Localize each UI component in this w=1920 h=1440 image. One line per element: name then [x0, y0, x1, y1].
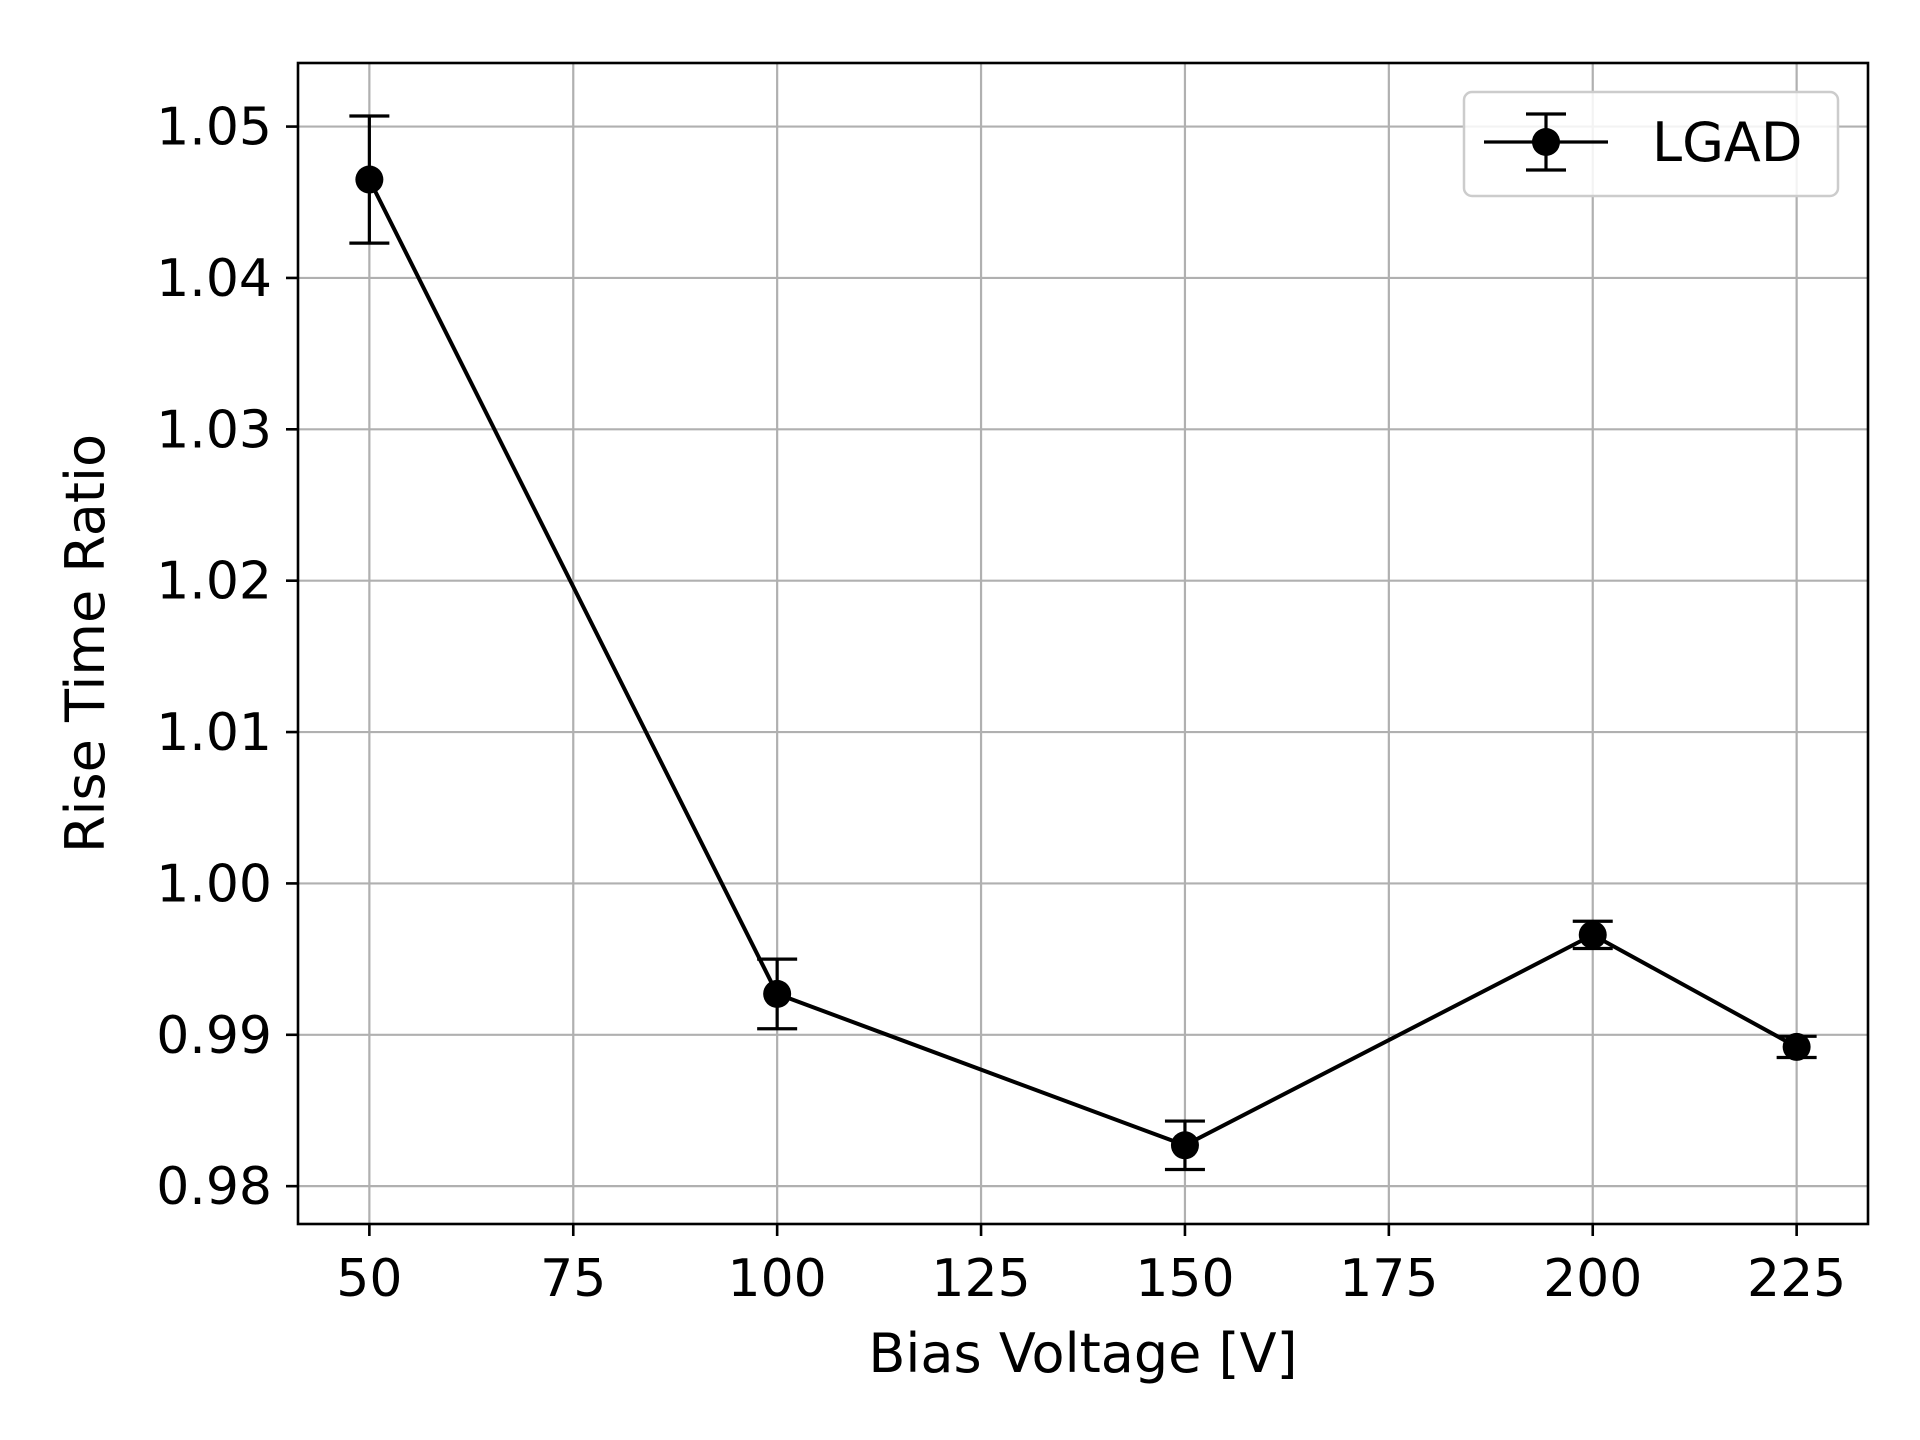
- series-layer: [349, 114, 1817, 1172]
- x-tick-label: 125: [931, 1249, 1030, 1309]
- legend: LGAD: [1462, 90, 1840, 198]
- y-tick-label: 1.00: [156, 854, 272, 914]
- data-point: [763, 979, 792, 1008]
- data-point: [1578, 920, 1607, 949]
- y-tick-label: 1.02: [156, 552, 272, 612]
- grid-lines: [298, 63, 1868, 1224]
- x-tick-label: 50: [336, 1249, 402, 1309]
- x-tick-label: 175: [1339, 1249, 1438, 1309]
- legend-label: LGAD: [1652, 111, 1802, 174]
- series-line: [367, 178, 1798, 1148]
- data-point: [1170, 1131, 1199, 1160]
- x-tick-label: 150: [1135, 1249, 1234, 1309]
- y-tick-label: 0.98: [156, 1157, 272, 1217]
- data-point: [1782, 1032, 1811, 1061]
- legend-marker: [1532, 128, 1560, 156]
- data-point: [355, 165, 384, 194]
- y-tick-label: 1.03: [156, 400, 272, 460]
- axis-ticks: 50 75 100 125 150 175 200 225 0.98 0.99 1.00 1.01 1.…: [156, 98, 1846, 1309]
- x-tick-label: 100: [728, 1249, 827, 1309]
- y-tick-label: 1.04: [156, 249, 272, 309]
- x-tick-label: 75: [540, 1249, 606, 1309]
- x-tick-label: 225: [1747, 1249, 1846, 1309]
- y-tick-label: 1.05: [156, 98, 272, 158]
- y-axis-title: Rise Time Ratio: [54, 434, 117, 853]
- y-tick-label: 0.99: [156, 1006, 272, 1066]
- x-axis-title: Bias Voltage [V]: [868, 1322, 1297, 1385]
- plot-frame: [296, 61, 1870, 1226]
- x-tick-label: 200: [1543, 1249, 1642, 1309]
- y-tick-label: 1.01: [156, 703, 272, 763]
